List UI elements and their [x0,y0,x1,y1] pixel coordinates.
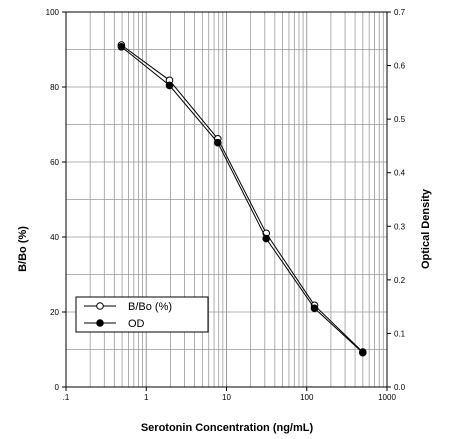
data-point-s1-3 [262,234,271,243]
y2-tick-label: 0.0 [394,383,406,392]
y2-tick-label: 0.5 [394,115,406,124]
y-tick-label: 100 [46,8,60,17]
x-tick-label: 1 [144,393,149,402]
y-tick-label: 80 [50,83,59,92]
legend-marker-bbo [96,302,104,310]
y2-tick-label: 0.3 [394,222,406,231]
x-tick-label: 100 [300,393,314,402]
data-point-s1-5 [359,348,367,357]
data-point-s1-2 [214,138,222,147]
legend: B/Bo (%) OD [75,296,209,333]
x-tick-label: 10 [222,393,231,402]
legend-label-od: OD [128,318,145,330]
data-point-s1-0 [117,43,126,51]
x-axis-title: Serotonin Concentration (ng/mL) [141,422,314,434]
series-line-0 [121,44,364,353]
data-point-s1-4 [310,304,319,313]
grid [66,12,387,387]
tick-labels: 0 20 40 60 80 100 0.0 0.1 0.2 0.3 0.4 0.5 0.6 0.7 .1 1 1… [46,8,406,402]
y2-tick-label: 0.4 [394,169,406,178]
y2-axis-title: Optical Density [420,188,432,269]
x-tick-label: .1 [63,393,70,402]
y2-tick-label: 0.6 [394,62,406,71]
y-tick-label: 0 [55,383,60,392]
y2-tick-label: 0.1 [394,329,406,338]
legend-marker-od [96,319,104,327]
x-tick-label: 1000 [378,393,396,402]
series [117,41,367,357]
y-tick-label: 20 [50,308,59,317]
y-tick-label: 40 [50,233,59,242]
y-tick-label: 60 [50,158,59,167]
y2-tick-label: 0.7 [394,8,406,17]
tick-marks [62,11,391,391]
y2-tick-label: 0.2 [394,276,406,285]
data-point-s1-1 [165,81,174,90]
series-line-1 [121,46,364,354]
legend-label-bbo: B/Bo (%) [128,301,172,313]
y-axis-title: B/Bo (%) [17,226,29,272]
